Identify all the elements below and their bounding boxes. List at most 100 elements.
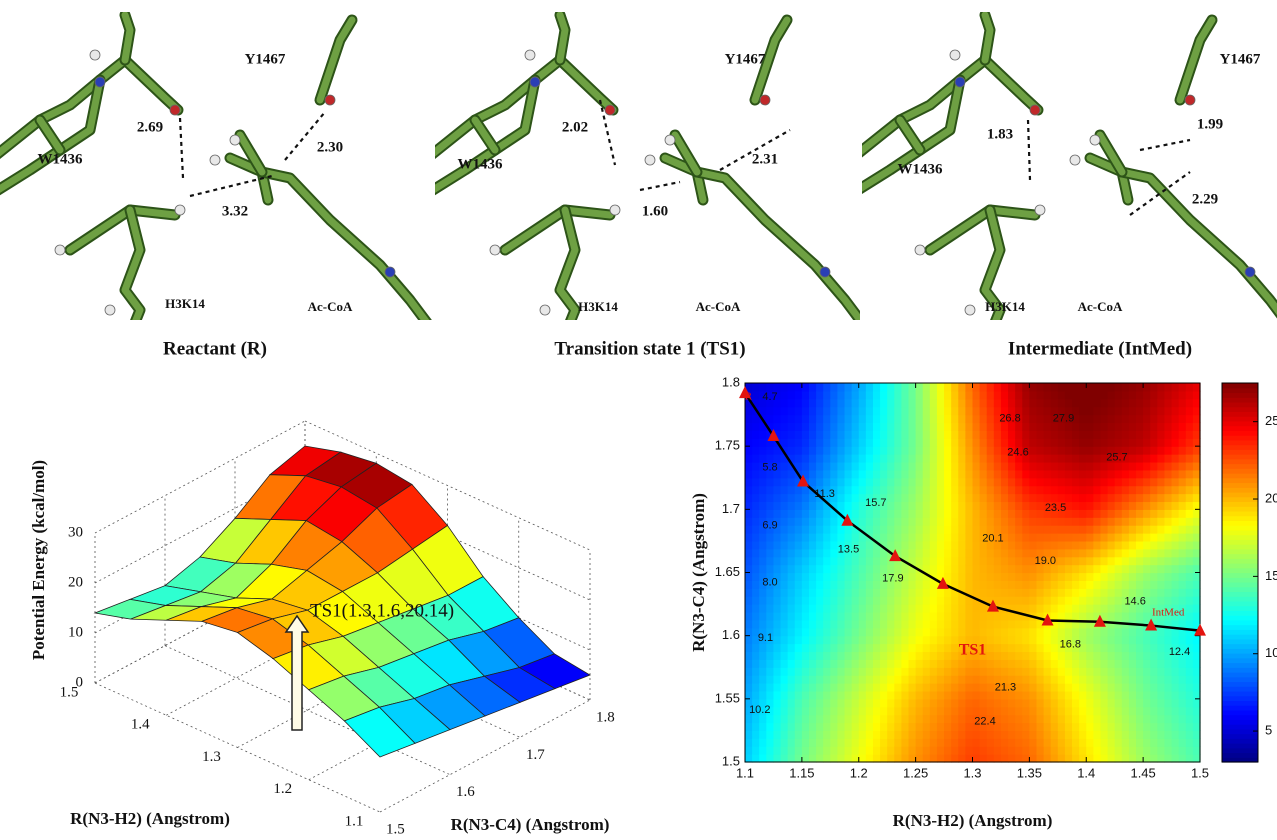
contour-cell	[1115, 707, 1123, 715]
contour-cell	[873, 446, 881, 454]
contour-cell	[873, 478, 881, 486]
colorbar-slice	[1222, 577, 1258, 582]
contour-cell	[1122, 549, 1130, 557]
contour-cell	[859, 399, 867, 407]
contour-cell	[795, 541, 803, 549]
contour-cell	[802, 746, 810, 754]
contour-cell	[816, 462, 824, 470]
contour-cell	[1179, 659, 1187, 667]
contour-cell	[1186, 478, 1194, 486]
contour-cell	[894, 525, 902, 533]
contour-cell	[1072, 509, 1080, 517]
contour-cell	[909, 730, 917, 738]
contour-cell	[1115, 754, 1123, 762]
contour-cell	[816, 549, 824, 557]
contour-cell	[752, 517, 760, 525]
contour-label: 20.1	[982, 532, 1003, 544]
contour-cell	[887, 509, 895, 517]
contour-cell	[752, 470, 760, 478]
contour-cell	[845, 470, 853, 478]
contour-cell	[852, 659, 860, 667]
contour-cell	[823, 565, 831, 573]
contour-cell	[745, 525, 753, 533]
contour-cell	[830, 533, 838, 541]
contour-cell	[1058, 391, 1066, 399]
contour-cell	[880, 399, 888, 407]
contour-cell	[1086, 517, 1094, 525]
contour-cell	[1022, 407, 1030, 415]
contour-cell	[1186, 738, 1194, 746]
contour-cell	[759, 533, 767, 541]
contour-cell	[930, 399, 938, 407]
x-tick-label: 1.2	[850, 765, 868, 780]
contour-cell	[859, 715, 867, 723]
contour-cell	[788, 430, 796, 438]
contour-cell	[1008, 486, 1016, 494]
contour-cell	[1051, 675, 1059, 683]
contour-cell	[1058, 675, 1066, 683]
contour-cell	[944, 533, 952, 541]
contour-cell	[901, 501, 909, 509]
contour-cell	[1065, 533, 1073, 541]
contour-cell	[1029, 430, 1037, 438]
contour-cell	[1065, 580, 1073, 588]
contour-cell	[1136, 541, 1144, 549]
contour-cell	[1044, 407, 1052, 415]
contour-cell	[1164, 565, 1172, 573]
contour-cell	[1058, 430, 1066, 438]
contour-cell	[788, 383, 796, 391]
colorbar-slice	[1222, 478, 1258, 483]
distance-label: 2.02	[562, 119, 588, 135]
contour-cell	[973, 446, 981, 454]
contour-cell	[901, 683, 909, 691]
contour-cell	[788, 478, 796, 486]
contour-cell	[1115, 470, 1123, 478]
contour-cell	[795, 620, 803, 628]
contour-cell	[837, 588, 845, 596]
contour-cell	[1164, 683, 1172, 691]
contour-cell	[1157, 628, 1165, 636]
contour-cell	[965, 478, 973, 486]
contour-cell	[1150, 683, 1158, 691]
contour-cell	[1108, 407, 1116, 415]
contour-cell	[1079, 730, 1087, 738]
contour-cell	[1036, 509, 1044, 517]
contour-cell	[1129, 707, 1137, 715]
contour-cell	[1015, 659, 1023, 667]
contour-cell	[994, 612, 1002, 620]
contour-cell	[1143, 517, 1151, 525]
contour-cell	[1008, 462, 1016, 470]
contour-cell	[759, 407, 767, 415]
colorbar-slice	[1222, 430, 1258, 435]
contour-cell	[781, 430, 789, 438]
contour-cell	[773, 620, 781, 628]
x-tick-label: 1.5	[386, 821, 405, 837]
contour-cell	[916, 573, 924, 581]
contour-cell	[1172, 596, 1180, 604]
atom	[530, 77, 540, 87]
contour-cell	[1115, 407, 1123, 415]
contour-cell	[1115, 509, 1123, 517]
contour-cell	[823, 604, 831, 612]
contour-cell	[994, 746, 1002, 754]
atom	[55, 245, 65, 255]
contour-cell	[745, 746, 753, 754]
contour-cell	[987, 470, 995, 478]
contour-cell	[951, 699, 959, 707]
contour-cell	[930, 580, 938, 588]
contour-cell	[1108, 683, 1116, 691]
contour-cell	[980, 738, 988, 746]
contour-cell	[745, 533, 753, 541]
contour-cell	[1022, 557, 1030, 565]
contour-cell	[837, 723, 845, 731]
contour-cell	[1029, 438, 1037, 446]
contour-cell	[845, 596, 853, 604]
contour-cell	[937, 738, 945, 746]
contour-cell	[887, 715, 895, 723]
contour-cell	[987, 415, 995, 423]
contour-cell	[930, 644, 938, 652]
contour-cell	[802, 715, 810, 723]
colorbar-slice	[1222, 606, 1258, 611]
contour-cell	[802, 723, 810, 731]
contour-cell	[1164, 517, 1172, 525]
